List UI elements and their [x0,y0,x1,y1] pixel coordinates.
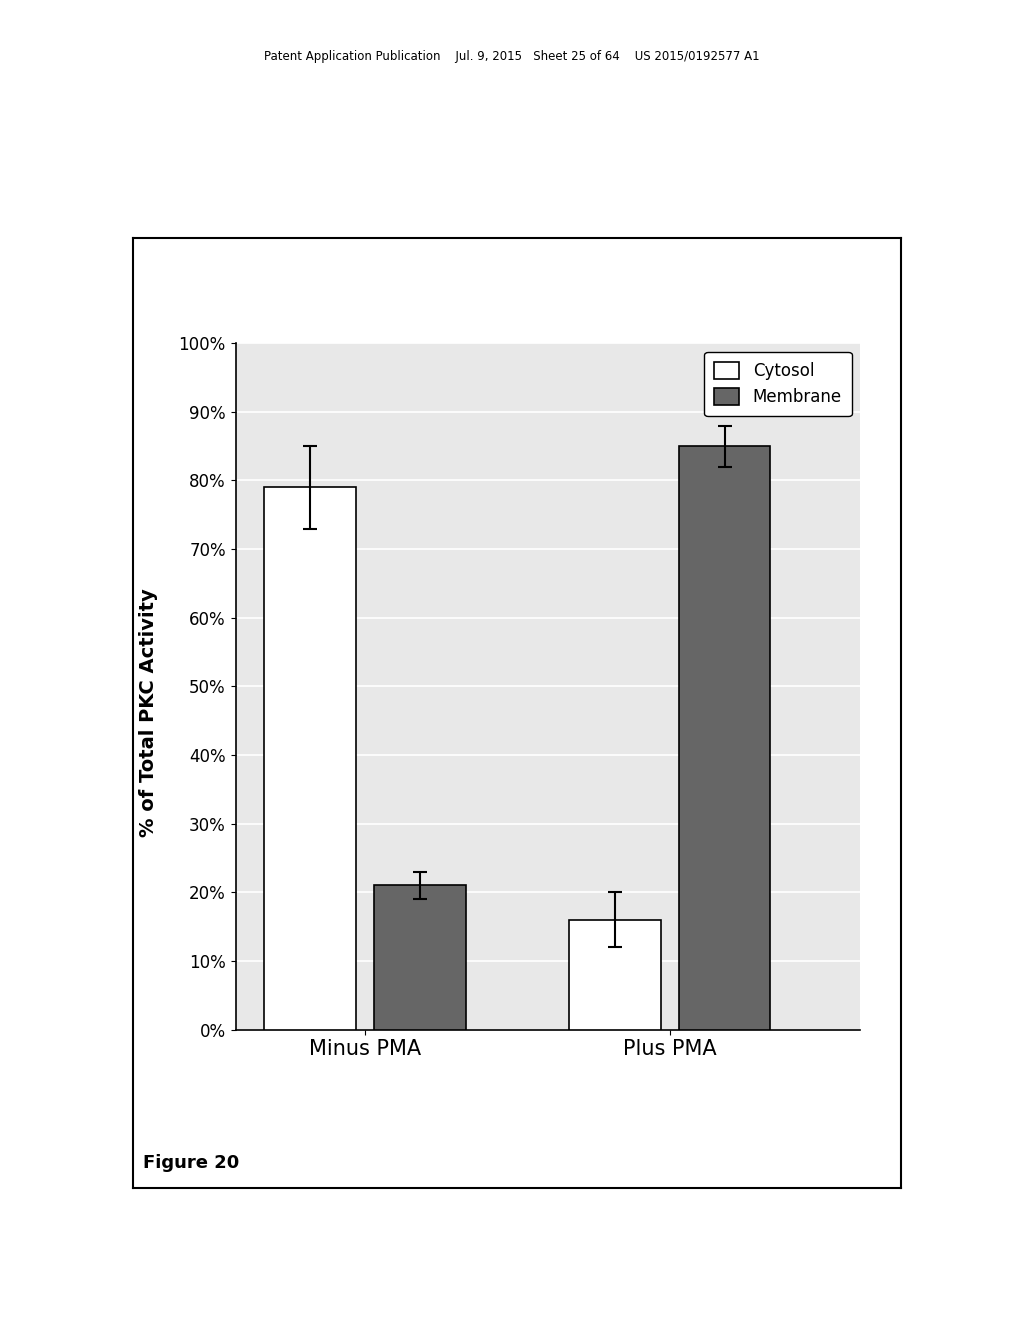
Bar [374,886,466,1030]
Text: % of Total PKC Activity: % of Total PKC Activity [139,589,158,837]
Bar [569,920,660,1030]
Text: Patent Application Publication    Jul. 9, 2015   Sheet 25 of 64    US 2015/01925: Patent Application Publication Jul. 9, 2… [264,50,760,63]
Bar [264,487,356,1030]
Text: Figure 20: Figure 20 [143,1154,240,1172]
Legend: Cytosol, Membrane: Cytosol, Membrane [705,351,852,416]
Bar [679,446,770,1030]
